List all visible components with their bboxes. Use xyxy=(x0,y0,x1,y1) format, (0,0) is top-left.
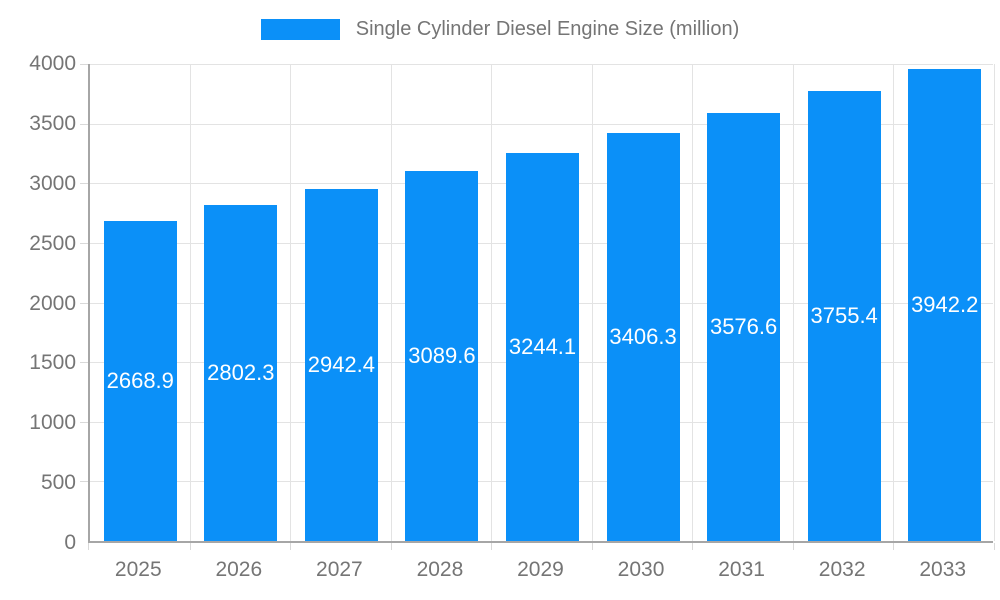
legend-swatch-icon xyxy=(260,19,340,40)
legend-label: Single Cylinder Diesel Engine Size (mill… xyxy=(355,18,740,40)
bar-value-label: 3406.3 xyxy=(609,324,677,350)
x-tick-label: 2029 xyxy=(517,558,564,581)
x-tick-label: 2026 xyxy=(215,558,263,581)
x-gridline xyxy=(792,64,794,541)
bar-2026[interactable]: 2802.3 xyxy=(204,205,278,541)
x-gridline xyxy=(290,64,292,541)
bar-2031[interactable]: 3576.6 xyxy=(707,112,781,541)
y-tick-label: 1000 xyxy=(29,411,76,435)
x-axis-tick xyxy=(792,543,794,550)
bar-2033[interactable]: 3942.2 xyxy=(908,68,982,541)
bar-value-label: 3942.2 xyxy=(911,291,979,317)
y-tick-label: 500 xyxy=(40,471,76,495)
y-axis-tick xyxy=(80,362,88,364)
y-axis-tick xyxy=(80,242,88,244)
y-axis-tick xyxy=(80,64,88,65)
x-tick-label: 2033 xyxy=(919,558,967,581)
y-tick-label: 3500 xyxy=(29,111,76,135)
y-gridline xyxy=(90,64,993,65)
x-tick-label: 2031 xyxy=(718,558,765,581)
bar-value-label: 3089.6 xyxy=(408,343,476,369)
y-axis-tick xyxy=(80,481,88,483)
x-tick-label: 2030 xyxy=(617,558,665,581)
x-axis-tick xyxy=(189,543,191,550)
bar-value-label: 2942.4 xyxy=(307,351,376,377)
x-gridline xyxy=(189,64,191,541)
legend[interactable]: Single Cylinder Diesel Engine Size (mill… xyxy=(0,18,1000,41)
y-tick-label: 0 xyxy=(64,531,76,554)
x-gridline xyxy=(692,64,694,541)
y-gridline xyxy=(90,123,993,125)
bar-2027[interactable]: 2942.4 xyxy=(304,188,378,541)
y-axis-tick xyxy=(80,123,88,125)
x-tick-label: 2032 xyxy=(818,558,866,581)
x-gridline xyxy=(994,64,995,541)
bar-value-label: 3576.6 xyxy=(709,313,778,339)
x-axis-tick xyxy=(491,543,493,550)
bar-value-label: 3244.1 xyxy=(508,333,577,359)
x-gridline xyxy=(390,64,392,541)
y-tick-label: 2000 xyxy=(29,291,76,315)
x-axis-tick xyxy=(88,543,89,550)
bar-2029[interactable]: 3244.1 xyxy=(506,152,579,541)
bar-value-label: 3755.4 xyxy=(810,303,878,329)
plot-area: 2668.9 2802.3 2942.4 3089.6 3244.1 3406.3 3576… xyxy=(80,64,995,550)
y-tick-label: 2500 xyxy=(29,231,76,255)
y-tick-label: 4000 xyxy=(29,52,76,75)
x-axis-tick xyxy=(390,543,392,550)
x-gridline xyxy=(893,64,895,541)
bar-2028[interactable]: 3089.6 xyxy=(405,171,479,541)
y-tick-label: 3000 xyxy=(29,171,76,195)
x-axis-tick xyxy=(994,543,995,550)
y-axis-tick xyxy=(80,421,88,423)
x-axis-tick xyxy=(692,543,694,550)
x-axis-tick xyxy=(290,543,292,550)
x-tick-label: 2025 xyxy=(114,558,162,581)
bar-value-label: 2668.9 xyxy=(106,368,174,394)
bar-2025[interactable]: 2668.9 xyxy=(103,221,177,541)
bar-2032[interactable]: 3755.4 xyxy=(807,91,881,541)
y-tick-label: 1500 xyxy=(29,351,76,375)
bar-value-label: 2802.3 xyxy=(207,360,275,386)
bar-2030[interactable]: 3406.3 xyxy=(606,133,680,541)
x-tick-label: 2027 xyxy=(316,558,363,581)
x-gridline xyxy=(591,64,593,541)
x-axis-tick xyxy=(591,543,593,550)
y-axis-tick xyxy=(80,183,88,185)
y-axis-tick xyxy=(80,302,88,304)
x-axis-tick xyxy=(893,543,895,550)
x-tick-label: 2028 xyxy=(416,558,464,581)
x-gridline xyxy=(491,64,493,541)
